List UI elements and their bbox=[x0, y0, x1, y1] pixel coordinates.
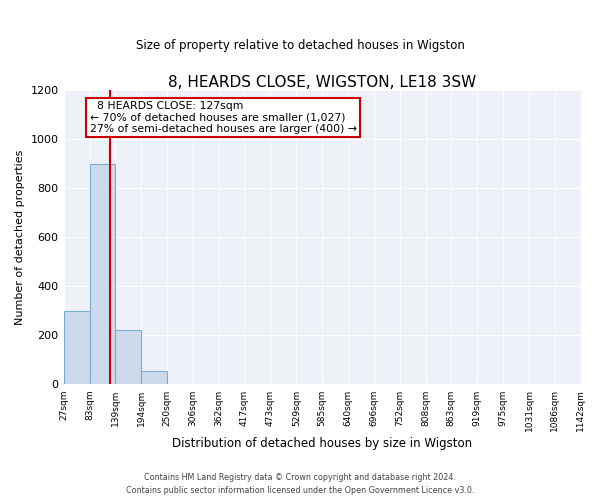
Bar bbox=[89, 164, 115, 384]
X-axis label: Distribution of detached houses by size in Wigston: Distribution of detached houses by size … bbox=[172, 437, 472, 450]
Y-axis label: Number of detached properties: Number of detached properties bbox=[15, 150, 25, 325]
Bar bbox=[64, 311, 89, 384]
Text: Size of property relative to detached houses in Wigston: Size of property relative to detached ho… bbox=[136, 40, 464, 52]
Bar bbox=[141, 371, 167, 384]
Title: 8, HEARDS CLOSE, WIGSTON, LE18 3SW: 8, HEARDS CLOSE, WIGSTON, LE18 3SW bbox=[168, 75, 476, 90]
Text: 8 HEARDS CLOSE: 127sqm
← 70% of detached houses are smaller (1,027)
27% of semi-: 8 HEARDS CLOSE: 127sqm ← 70% of detached… bbox=[89, 101, 356, 134]
Text: Contains HM Land Registry data © Crown copyright and database right 2024.
Contai: Contains HM Land Registry data © Crown c… bbox=[126, 473, 474, 495]
Bar bbox=[115, 330, 141, 384]
